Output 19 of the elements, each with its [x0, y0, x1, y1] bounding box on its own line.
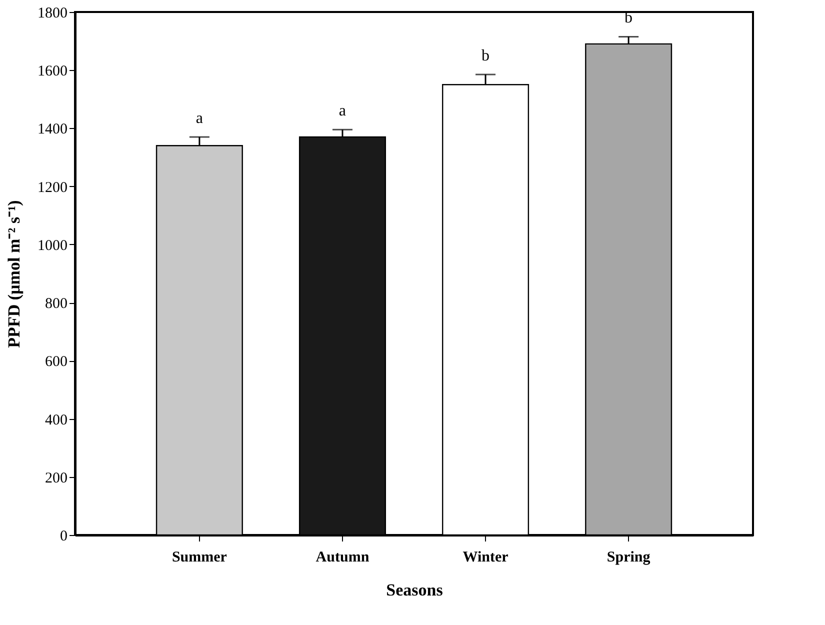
y-tick-label: 1400: [38, 122, 68, 138]
annotation: a: [338, 102, 346, 120]
y-tick-label: 1000: [38, 238, 68, 254]
x-tick-label: Autumn: [316, 550, 370, 566]
y-axis-title: PPFD (µmol m⁻² s⁻¹): [4, 200, 24, 348]
x-tick-label: Winter: [462, 550, 509, 566]
y-tick-label: 1800: [38, 6, 68, 22]
y-tick-label: 1600: [38, 64, 68, 80]
x-axis-title: Seasons: [386, 580, 444, 600]
annotation: b: [482, 47, 490, 64]
y-tick-label: 200: [45, 470, 68, 486]
annotation: a: [196, 110, 203, 127]
y-tick-label: 400: [45, 412, 68, 428]
x-tick-label: Spring: [606, 550, 651, 566]
y-tick-label: 1200: [38, 180, 68, 196]
y-tick-label: 800: [45, 296, 68, 312]
x-tick-label: Summer: [172, 550, 228, 566]
y-tick-label: 0: [60, 528, 68, 544]
y-tick-label: 600: [45, 354, 68, 370]
